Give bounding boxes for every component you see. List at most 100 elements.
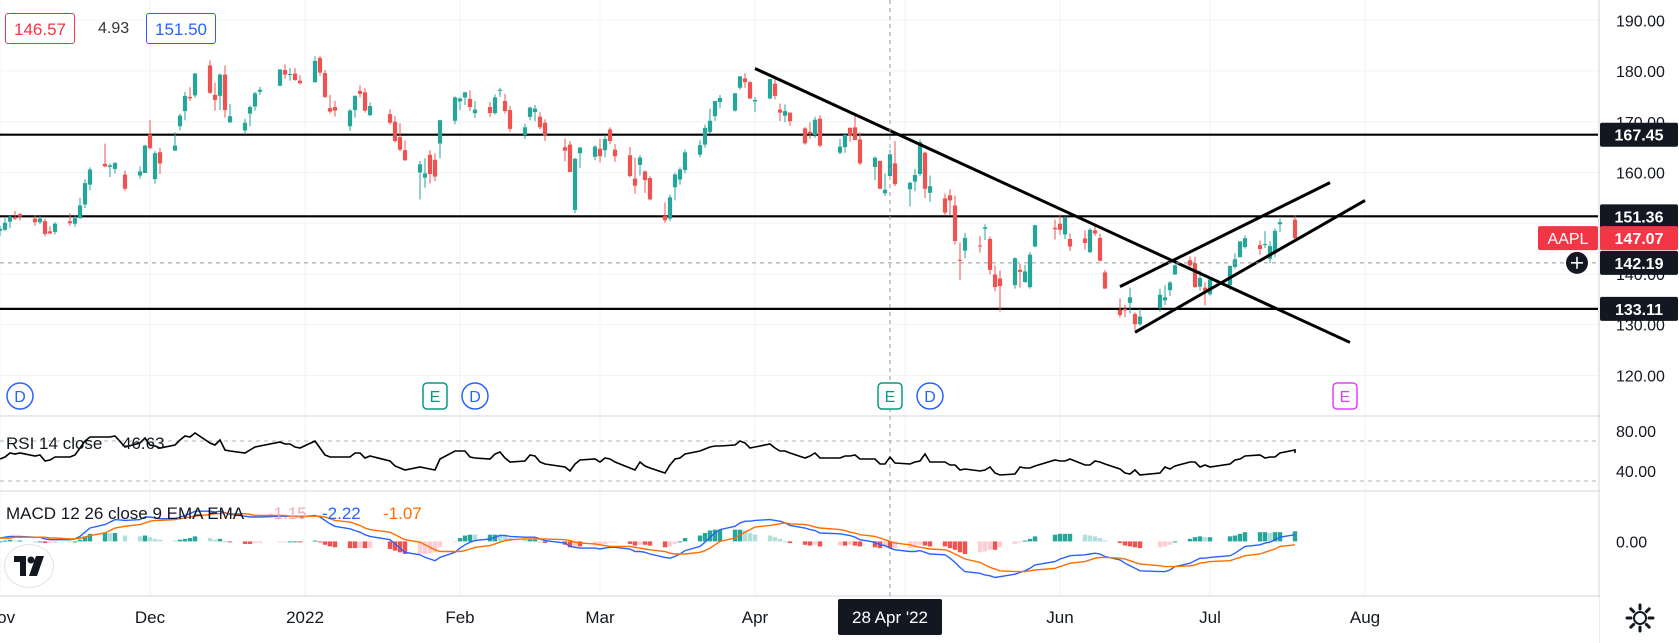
trendline[interactable] <box>754 67 1351 344</box>
trendlines[interactable] <box>754 67 1366 344</box>
candle <box>997 270 1003 312</box>
candle-body <box>857 139 863 164</box>
candle <box>417 160 423 200</box>
macd-histogram-bar <box>837 541 843 546</box>
macd-histogram-bar <box>772 537 778 542</box>
candle <box>767 78 773 100</box>
macd-histogram-bar <box>452 541 458 543</box>
dividend-marker-label: D <box>469 389 481 406</box>
candle <box>297 75 303 85</box>
macd-histogram-bar <box>182 538 188 542</box>
macd-histogram-bar <box>417 541 423 554</box>
price-label-box[interactable] <box>1600 204 1678 229</box>
candle-body <box>0 228 3 231</box>
candle <box>252 91 258 111</box>
candle <box>567 141 573 172</box>
time-axis[interactable]: Nov Dec 2022 Feb Mar Apr 28 Apr '22 Jun Jul Aug <box>0 597 1599 643</box>
candle-body <box>977 245 983 247</box>
event-marker-earnings-upcoming[interactable]: E <box>1332 382 1358 410</box>
macd-histogram-bar <box>522 539 528 542</box>
macd-histogram-bar <box>292 541 298 543</box>
candle <box>1292 215 1298 240</box>
candle-body <box>912 175 918 182</box>
candle <box>737 76 743 90</box>
event-marker-dividend[interactable]: D <box>916 382 944 410</box>
price-label-text: 133.11 <box>1615 302 1663 319</box>
candle-body <box>612 149 618 157</box>
macd-histogram-bar <box>642 541 648 545</box>
crosshair-plus-icon[interactable] <box>1566 251 1588 274</box>
macd-histogram-bar <box>227 541 233 543</box>
event-marker-earnings[interactable]: E <box>877 382 903 410</box>
macd-histogram-bar <box>437 541 443 548</box>
macd-histogram-bar <box>347 541 353 549</box>
candle-body <box>577 147 583 154</box>
macd-histogram-bar <box>1257 532 1263 542</box>
price-label-box[interactable] <box>1600 250 1678 275</box>
candle-body <box>37 218 43 223</box>
candle-body <box>847 127 853 136</box>
candle <box>427 150 433 184</box>
symbol-tag-box[interactable] <box>1538 226 1598 251</box>
candle <box>437 119 443 159</box>
macd-histogram-bar <box>637 541 643 545</box>
candle-body <box>392 121 398 142</box>
candle <box>1067 233 1073 252</box>
candle-body <box>182 95 188 112</box>
support-resistance-lines[interactable] <box>0 133 1598 311</box>
candle-body <box>1157 294 1163 308</box>
candle-body <box>422 173 428 178</box>
macd-histogram-bar <box>767 535 773 542</box>
price-axis[interactable]: 120.00130.00140.00150.00160.00170.00180.… <box>1538 0 1679 643</box>
trendline[interactable] <box>1134 199 1366 334</box>
candle-body <box>427 154 433 175</box>
time-tick-label: Nov <box>0 608 16 627</box>
tradingview-logo[interactable] <box>4 544 54 588</box>
trendline[interactable] <box>1119 181 1331 288</box>
price-label-box[interactable] <box>1600 226 1678 251</box>
macd-histogram-bar <box>892 541 898 549</box>
rsi-legend-value: 46.63 <box>122 434 165 453</box>
macd-histogram-bar <box>1087 535 1093 542</box>
macd-histogram-bar <box>1132 541 1138 548</box>
macd-histogram-bar <box>327 541 333 547</box>
candle-body <box>492 97 498 114</box>
candle-body <box>82 183 88 205</box>
candle <box>282 64 288 79</box>
candle <box>942 193 948 216</box>
candle-body <box>1012 258 1018 286</box>
macd-histogram-bar <box>387 541 393 549</box>
macd-histogram-bar <box>742 530 748 542</box>
candle <box>632 157 638 194</box>
macd-histogram-bar <box>492 534 498 542</box>
event-marker-dividend[interactable]: D <box>6 382 34 410</box>
price-label-box[interactable] <box>1600 122 1678 147</box>
price-label-box[interactable] <box>1600 296 1678 321</box>
candle-body <box>252 93 258 107</box>
candle-body <box>852 127 858 141</box>
time-tick-label: Apr <box>742 608 769 627</box>
macd-histogram-bar <box>1172 541 1178 543</box>
candle <box>872 156 878 181</box>
candle <box>1122 304 1128 318</box>
candle-body <box>642 171 648 181</box>
candle <box>77 197 83 219</box>
candle-body <box>717 97 723 102</box>
candle <box>702 124 708 148</box>
candle-body <box>52 223 58 232</box>
candle-body <box>357 90 363 94</box>
candle <box>1027 252 1033 289</box>
candle-body <box>457 98 463 102</box>
candle <box>402 140 408 161</box>
candle-body <box>327 108 333 112</box>
macd-histogram-bar <box>677 541 683 543</box>
event-marker-dividend[interactable]: D <box>461 382 489 410</box>
macd-histogram-bar <box>87 533 93 542</box>
event-marker-earnings[interactable]: E <box>422 382 448 410</box>
candle-body <box>2 222 8 230</box>
candle-body <box>497 89 503 91</box>
candle <box>947 189 953 216</box>
gear-icon[interactable] <box>1624 602 1656 634</box>
